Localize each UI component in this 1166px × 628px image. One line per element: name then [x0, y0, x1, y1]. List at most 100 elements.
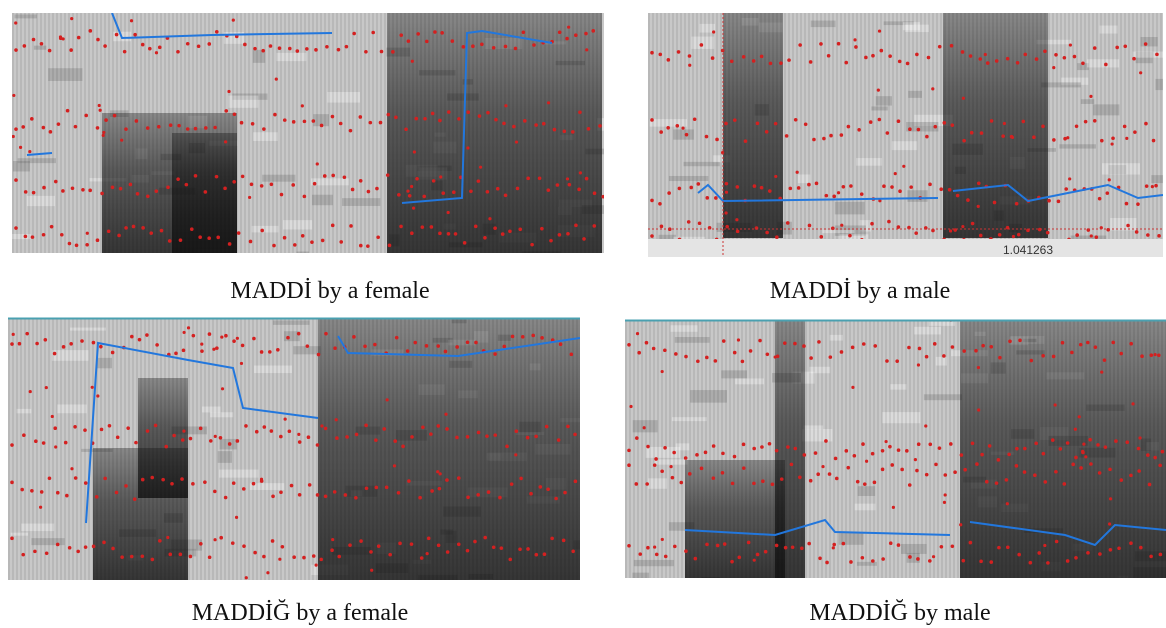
formant-dot [654, 552, 659, 557]
formant-dot [375, 186, 379, 191]
formant-dot [651, 346, 656, 351]
formant-dot [150, 557, 155, 562]
formant-dot [768, 61, 773, 66]
formant-dot [916, 557, 920, 561]
formant-dot [223, 495, 228, 500]
formant-dot [166, 185, 170, 190]
formant-dot [807, 541, 811, 546]
formant-dot [451, 190, 456, 194]
spectrogram: 1.041263 [648, 13, 1163, 257]
formant-dot [943, 473, 948, 477]
formant-dot [368, 120, 373, 125]
formant-dot [1043, 480, 1048, 484]
formant-dot [774, 174, 778, 179]
formant-dot [494, 117, 498, 122]
formant-dot [12, 134, 15, 139]
formant-dot [185, 127, 190, 131]
formant-dot [133, 32, 137, 37]
striations [648, 13, 1163, 257]
formant-dot [915, 52, 919, 57]
formant-dot [796, 186, 801, 190]
formant-dot [385, 173, 390, 177]
formant-dot [880, 448, 885, 453]
formant-dot [841, 541, 846, 546]
formant-dot [191, 482, 195, 486]
formant-dot [336, 47, 341, 52]
formant-dot [168, 123, 173, 128]
formant-dot [981, 343, 985, 348]
formant-dot [950, 345, 955, 349]
formant-dot [659, 130, 663, 134]
formant-dot [692, 117, 697, 122]
formant-dot [1129, 473, 1133, 478]
formant-dot [168, 552, 173, 557]
formant-dot [598, 124, 602, 128]
formant-dot [251, 481, 256, 486]
formant-dot [500, 232, 505, 236]
formant-dot [735, 185, 740, 189]
formant-dot [132, 497, 137, 502]
formant-dot [224, 140, 228, 144]
formant-dot [230, 541, 235, 545]
formant-dot [1072, 54, 1077, 59]
formant-dot [853, 38, 857, 42]
formant-dot [809, 356, 813, 360]
formant-dot [924, 354, 929, 359]
formant-dot [182, 429, 186, 433]
formant-dot [334, 418, 338, 422]
formant-dot [41, 232, 46, 237]
formant-dot [140, 42, 145, 47]
formant-dot [888, 54, 892, 58]
formant-dot [406, 189, 410, 193]
formant-dot [592, 224, 597, 228]
formant-dot [569, 352, 574, 357]
formant-dot [821, 464, 825, 469]
formant-dot [1041, 124, 1045, 129]
formant-dot [989, 119, 994, 123]
formant-dot [153, 423, 158, 428]
formant-dot [302, 194, 307, 199]
formant-dot [872, 480, 877, 485]
formant-dot [710, 56, 715, 60]
formant-dot [785, 221, 790, 225]
formant-dot [342, 175, 347, 180]
formant-dot [240, 343, 245, 348]
formant-dot [849, 184, 853, 188]
formant-dot [437, 486, 442, 491]
formant-dot [386, 112, 391, 117]
formant-dot [374, 485, 379, 490]
formant-dot [270, 539, 275, 543]
formant-dot [916, 442, 921, 447]
formant-dot [881, 557, 885, 561]
formant-dot [1014, 201, 1019, 206]
formant-dot [994, 481, 999, 485]
formant-dot [252, 336, 256, 341]
formant-dot [297, 432, 301, 436]
formant-dot [456, 542, 461, 547]
pitch-line [697, 183, 939, 203]
formant-dot [1125, 440, 1130, 445]
formant-dot [800, 546, 804, 551]
formant-dot [538, 485, 543, 489]
formant-dot [646, 444, 650, 449]
formant-dot [254, 429, 259, 434]
formant-dot [436, 470, 440, 474]
formant-dot [663, 445, 667, 450]
formant-dot [73, 476, 78, 480]
formant-dot [968, 54, 973, 58]
formant-dot [387, 243, 392, 248]
formant-dot [156, 124, 161, 129]
spectrogram-body [8, 318, 580, 580]
formant-dot [502, 344, 507, 349]
formant-dot [1056, 199, 1061, 204]
formant-dot [65, 493, 69, 498]
formant-dot [712, 30, 716, 34]
formant-dot [721, 451, 725, 456]
formant-dot [586, 127, 591, 131]
formant-dot [674, 352, 678, 356]
formant-dot [443, 349, 448, 354]
formant-dot [989, 560, 994, 564]
formant-dot [305, 344, 310, 348]
formant-dot [98, 108, 102, 112]
formant-dot [1007, 452, 1011, 457]
